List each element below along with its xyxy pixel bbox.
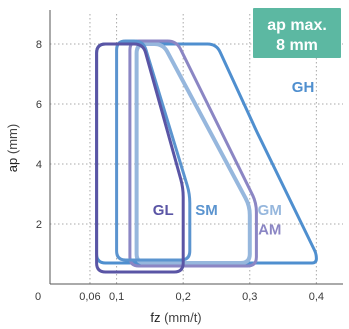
badge-line-1: ap max. (267, 17, 327, 34)
x-tick-label: 0,4 (309, 291, 324, 303)
y-tick-label: 4 (36, 159, 42, 171)
y-tick-label: 2 (36, 219, 42, 231)
x-tick-label: 0,06 (79, 291, 100, 303)
region-labels: GH GM AM SM GL (153, 79, 315, 239)
x-tick-label: 0,2 (176, 291, 191, 303)
region-gh (95, 42, 318, 265)
y-axis-title: ap (mm) (5, 124, 20, 172)
y-axis-name: ap (5, 158, 20, 172)
region-label-am: AM (258, 222, 281, 239)
region-am (128, 39, 258, 268)
x-tick-label: 0,3 (242, 291, 257, 303)
ap-max-badge: ap max. 8 mm (253, 8, 341, 58)
badge-line-2: 8 mm (276, 37, 318, 54)
badge-background (253, 8, 341, 58)
region-label-gh: GH (292, 79, 315, 96)
region-label-sm: SM (195, 202, 218, 219)
x-axis-unit: (mm/t) (164, 310, 202, 325)
y-tick-label: 8 (36, 39, 42, 51)
regions (95, 39, 318, 274)
region-gl (95, 42, 185, 274)
y-tick-label: 6 (36, 99, 42, 111)
region-sm (115, 39, 192, 262)
region-label-gm: GM (258, 202, 282, 219)
x-axis-name: fz (150, 310, 160, 325)
region-label-gl: GL (153, 202, 174, 219)
x-origin-label: 0 (35, 291, 41, 303)
x-tick-label: 0,1 (109, 291, 124, 303)
y-axis-unit: (mm) (5, 124, 20, 154)
region-gm (134, 42, 252, 265)
x-axis-title: fz (mm/t) (150, 310, 201, 325)
axes: 2 4 6 8 0,06 0,1 0,2 0,3 0,4 (36, 10, 343, 303)
